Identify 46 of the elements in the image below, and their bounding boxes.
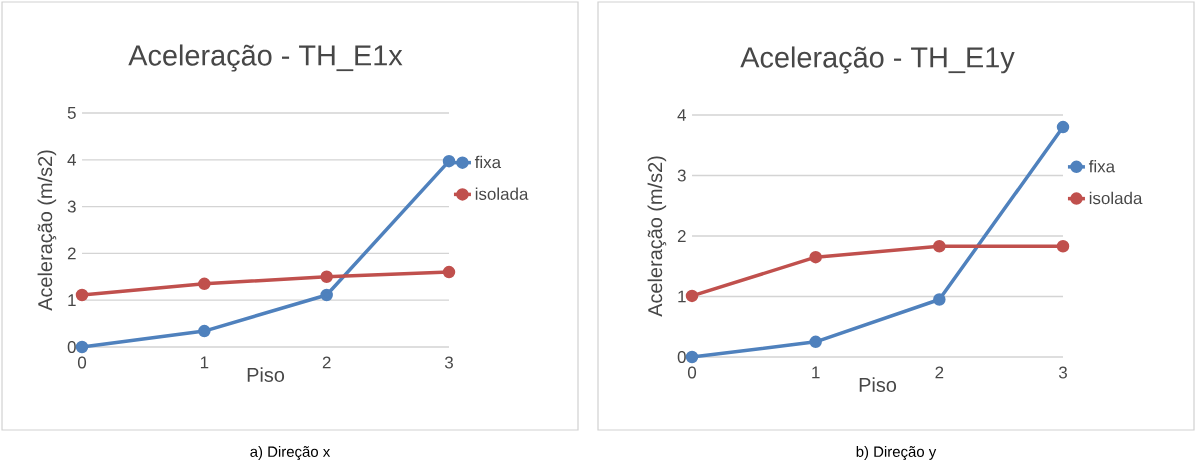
chart-title: Aceleração - TH_E1y (740, 46, 1015, 74)
x-axis-title: Piso (247, 367, 285, 382)
x-tick-label: 1 (200, 356, 209, 369)
point (1056, 240, 1070, 253)
point (442, 265, 456, 279)
y-tick-label: 2 (677, 230, 686, 242)
y-tick-label: 3 (67, 200, 76, 213)
point (933, 240, 946, 253)
x-axis-title: Piso (859, 377, 897, 392)
y-tick-label: 4 (67, 153, 76, 166)
point (1056, 120, 1070, 134)
point (75, 340, 89, 354)
y-axis-title: Aceleração (m/s2) (647, 156, 667, 317)
point (198, 277, 211, 291)
point (685, 350, 699, 364)
x-tick-label: 3 (444, 356, 453, 369)
chart-title: Aceleração - TH_E1x (128, 44, 403, 72)
point (809, 335, 822, 349)
x-tick-label: 3 (1058, 366, 1067, 379)
point (809, 250, 822, 264)
y-tick-label: 4 (677, 109, 686, 121)
y-tick-label: 3 (677, 169, 686, 182)
y-tick-label: 5 (67, 107, 76, 119)
legend-label: isolada (475, 187, 529, 200)
legend-label: fixa (1088, 160, 1116, 173)
legend-label: fixa (474, 155, 502, 169)
x-tick-label: 1 (812, 366, 820, 379)
legend-label: isolada (1089, 191, 1143, 205)
point (198, 324, 211, 338)
y-tick-label: 1 (68, 294, 76, 307)
x-tick-label: 2 (935, 366, 944, 379)
point (75, 288, 89, 302)
y-axis-title: Aceleração (m/s2) (37, 150, 57, 311)
x-tick-label: 0 (687, 366, 697, 379)
point (320, 270, 333, 284)
y-tick-label: 2 (67, 247, 76, 260)
point (933, 293, 946, 306)
text: b) Direção y (856, 445, 937, 460)
x-tick-label: 0 (77, 356, 87, 369)
text: a) Direção x (250, 445, 331, 460)
point (442, 154, 456, 168)
point (320, 288, 333, 302)
x-tick-label: 2 (322, 356, 331, 369)
point (685, 289, 699, 303)
y-tick-label: 0 (67, 340, 76, 353)
y-tick-label: 1 (678, 290, 686, 303)
